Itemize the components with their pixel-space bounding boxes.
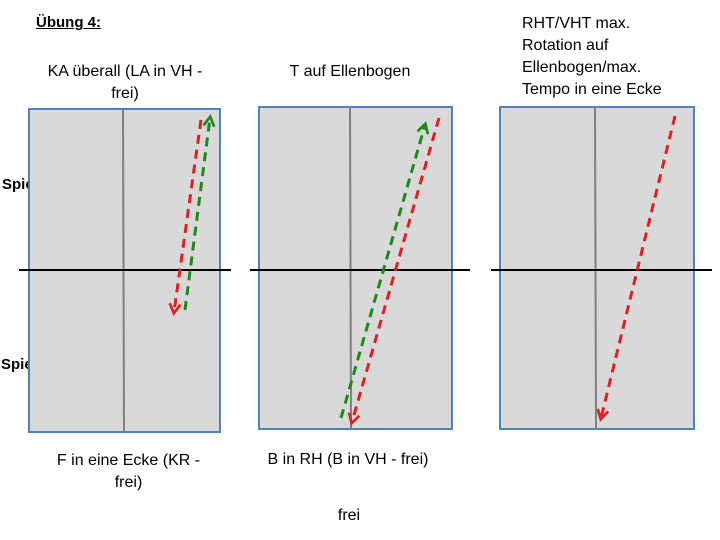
green-ball-path-arrow (339, 121, 430, 419)
table-panel-3 (491, 106, 712, 430)
table-panel-2 (250, 106, 470, 430)
panel-3-top-caption: RHT/VHT max. Rotation auf Ellenbogen/max… (522, 15, 662, 98)
red-ball-path-arrow (596, 115, 677, 422)
table-surface (499, 106, 695, 430)
table-surface (258, 106, 453, 430)
red-ball-path-arrow (347, 117, 441, 426)
table-panel-1 (19, 108, 231, 433)
green-ball-path-arrow (183, 113, 216, 311)
panel-2-top-caption: T auf Ellenbogen (289, 63, 411, 80)
footer-note: frei (337, 507, 361, 524)
table-center-line (349, 106, 352, 430)
red-ball-path-arrow (168, 119, 203, 317)
panel-2-bottom-caption: B in RH (B in VH - frei) (267, 451, 429, 468)
table-center-line (594, 106, 597, 430)
exercise-heading: Übung 4: (36, 14, 101, 31)
panel-1-top-caption: KA überall (LA in VH - frei) (47, 63, 203, 102)
panel-1-bottom-caption: F in eine Ecke (KR - frei) (56, 452, 201, 491)
